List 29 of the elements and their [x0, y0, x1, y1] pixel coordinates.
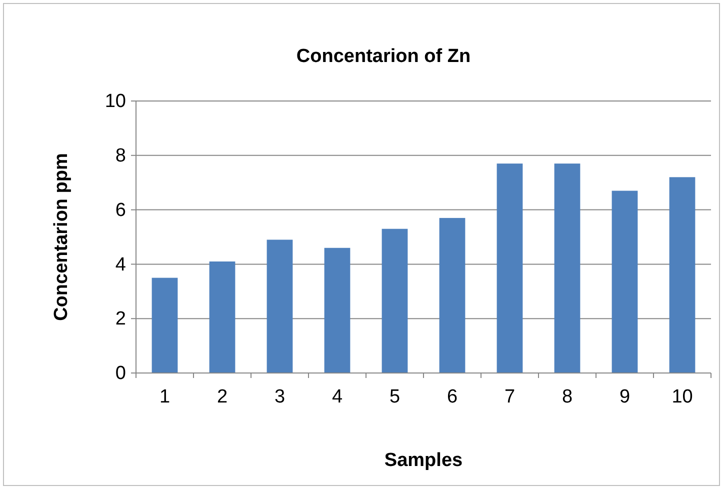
- x-tick-label: 10: [672, 386, 693, 408]
- y-tick-label: 4: [115, 254, 126, 276]
- bar: [266, 240, 293, 373]
- y-tick-label: 0: [115, 363, 126, 384]
- x-tick-label: 9: [619, 386, 630, 408]
- x-tick-label: 6: [446, 386, 458, 408]
- y-tick-label: 6: [115, 200, 126, 221]
- x-tick-label: 1: [159, 386, 170, 408]
- x-axis-title: Samples: [384, 450, 463, 471]
- bar: [382, 228, 408, 373]
- x-tick-label: 2: [216, 386, 228, 408]
- bar: [209, 261, 236, 373]
- y-axis-title: Concentarion ppm: [51, 153, 72, 321]
- bar: [554, 164, 580, 373]
- x-tick-label: 5: [389, 386, 400, 408]
- bar: [669, 177, 696, 373]
- chart-title: Concentarion of Zn: [296, 46, 471, 67]
- y-tick-label: 8: [115, 145, 126, 166]
- bar: [152, 278, 178, 373]
- y-tick-label: 10: [104, 91, 126, 112]
- x-tick-label: 7: [504, 386, 516, 408]
- bar: [324, 248, 350, 373]
- y-tick-label: 2: [115, 308, 126, 330]
- x-tick-label: 8: [562, 386, 573, 408]
- x-tick-label: 4: [332, 386, 343, 408]
- bar: [439, 218, 466, 373]
- x-tick-label: 3: [274, 386, 286, 408]
- bar: [612, 190, 638, 373]
- bar: [496, 164, 523, 373]
